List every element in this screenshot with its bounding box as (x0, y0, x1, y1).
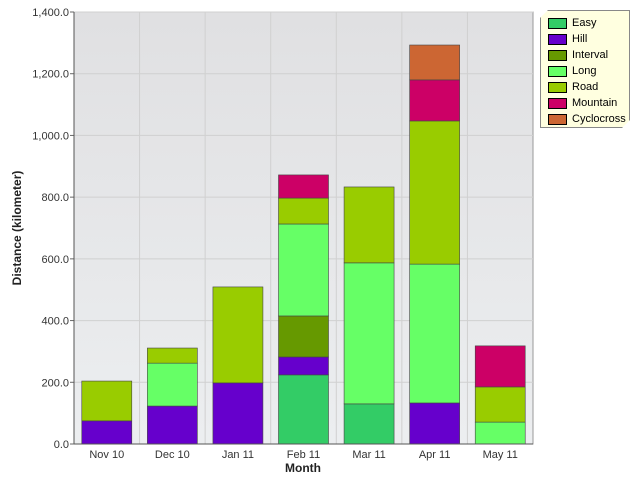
x-axis-label: Month (285, 461, 321, 475)
x-tick-label: Mar 11 (352, 449, 385, 461)
x-tick-label: Apr 11 (419, 449, 451, 461)
bar-road (278, 197, 329, 225)
bar-easy (343, 403, 395, 445)
bar-hill (147, 405, 198, 445)
legend-item: Easy (548, 15, 629, 31)
y-tick-label: 200.0 (41, 377, 69, 389)
legend-item: Hill (548, 31, 629, 47)
bar-hill (278, 356, 329, 376)
bar-road (212, 286, 264, 384)
bar-hill (409, 402, 460, 445)
legend-swatch (548, 82, 567, 93)
y-tick-label: 400.0 (41, 316, 69, 328)
legend-label: Easy (572, 17, 597, 29)
legend-label: Mountain (572, 97, 618, 109)
legend-label: Cyclocross (572, 113, 626, 125)
bar-hill (212, 382, 264, 445)
legend-swatch (548, 34, 567, 45)
legend-label: Interval (572, 49, 609, 61)
bar-long (278, 223, 329, 317)
legend-label: Long (572, 65, 597, 77)
bar-road (343, 186, 395, 264)
legend-swatch (548, 66, 567, 77)
legend: Easy Hill Interval Long Road Mountain Cyclocro… (540, 10, 630, 128)
legend-swatch (548, 98, 567, 109)
bar-road (147, 347, 198, 364)
bar-mountain (278, 174, 329, 199)
bar-mountain (409, 79, 460, 122)
x-tick-label: Feb 11 (287, 449, 320, 461)
legend-item: Mountain (548, 95, 629, 111)
bar-interval (278, 315, 329, 358)
legend-label: Hill (572, 33, 588, 45)
bar-cyclocross (409, 44, 460, 81)
bar-long (474, 421, 526, 445)
legend-swatch (548, 50, 567, 61)
bar-long (409, 263, 460, 404)
bar-long (147, 362, 198, 407)
bar-hill (81, 420, 133, 445)
legend-item: Long (548, 63, 629, 79)
bar-mountain (474, 345, 526, 388)
y-tick-label: 1,400.0 (32, 7, 69, 19)
bar-easy (278, 374, 329, 445)
x-tick-label: Dec 10 (155, 449, 190, 461)
legend-item: Road (548, 79, 629, 95)
x-tick-label: Nov 10 (89, 449, 124, 461)
x-tick-label: Jan 11 (222, 449, 254, 461)
bar-road (409, 120, 460, 265)
legend-item: Interval (548, 47, 629, 63)
bar-road (474, 386, 526, 423)
legend-item: Cyclocross (548, 111, 629, 127)
x-tick-label: May 11 (483, 449, 518, 461)
legend-swatch (548, 114, 567, 125)
bar-long (343, 262, 395, 405)
bar-road (81, 380, 133, 422)
y-tick-label: 600.0 (41, 254, 69, 266)
y-axis-label: Distance (kilometer) (10, 171, 24, 286)
y-tick-label: 1,000.0 (32, 130, 69, 142)
y-tick-label: 800.0 (41, 192, 69, 204)
legend-label: Road (572, 81, 599, 93)
y-tick-label: 1,200.0 (32, 69, 69, 81)
legend-swatch (548, 18, 567, 29)
y-tick-label: 0.0 (54, 439, 69, 451)
